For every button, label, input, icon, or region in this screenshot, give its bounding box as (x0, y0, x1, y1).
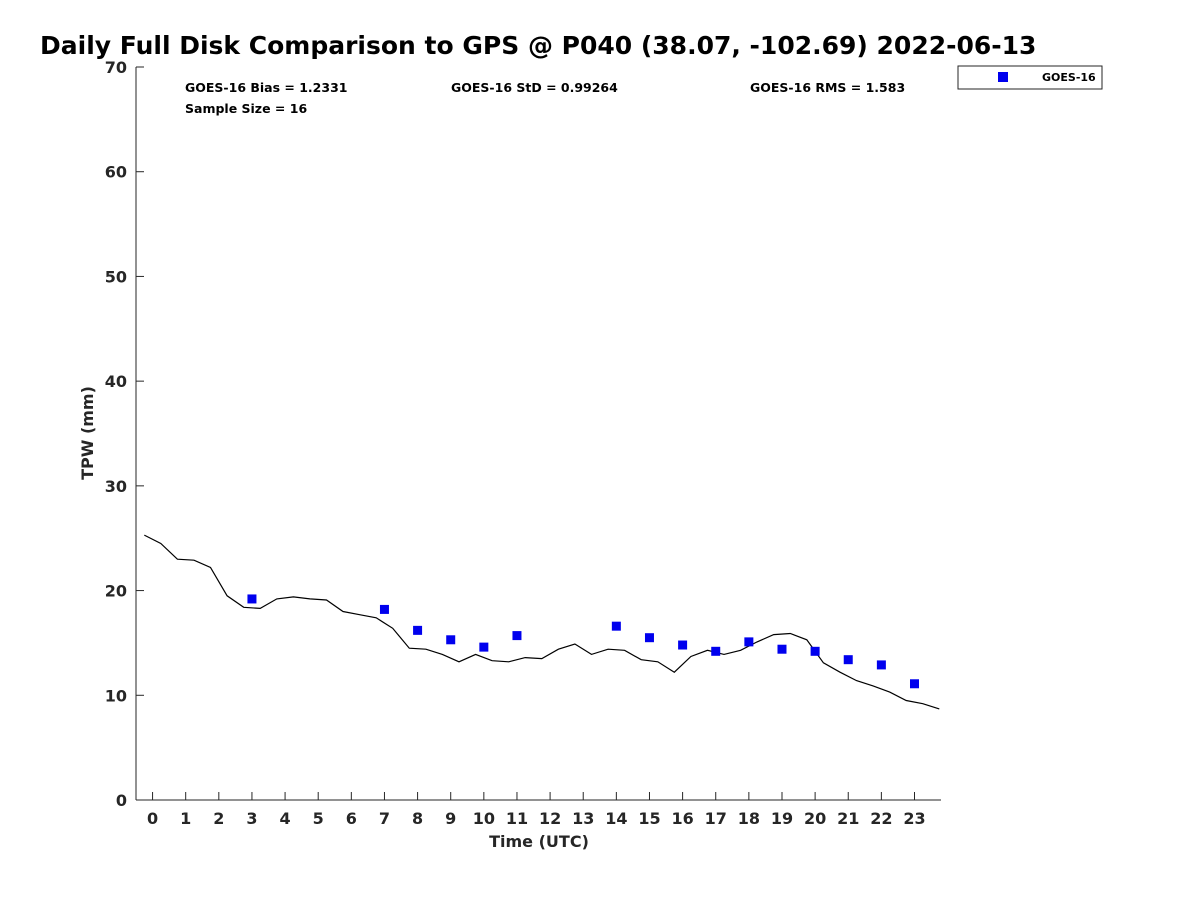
std-stat: GOES-16 StD = 0.99264 (451, 80, 618, 95)
x-tick-label: 14 (605, 809, 627, 828)
goes16-point (479, 642, 489, 652)
x-tick-label: 13 (572, 809, 594, 828)
x-tick-label: 11 (506, 809, 528, 828)
gps-series (144, 534, 940, 710)
x-tick-label: 15 (638, 809, 660, 828)
x-tick-label: 7 (379, 809, 390, 828)
goes16-point (512, 631, 522, 641)
goes16-point (446, 635, 456, 645)
goes16-point (909, 679, 919, 689)
x-tick-label: 1 (180, 809, 191, 828)
legend: GOES-16 (957, 65, 1103, 90)
x-axis-ticks: 0 1 2 3 4 5 6 7 8 9 10 11 12 13 14 15 16 17 18 19 20 21 22 23 (147, 792, 926, 828)
y-tick-label: 10 (105, 686, 127, 705)
x-tick-label: 16 (671, 809, 693, 828)
x-tick-label: 20 (804, 809, 826, 828)
chart-title: Daily Full Disk Comparison to GPS @ P040… (40, 31, 1036, 60)
x-tick-label: 21 (837, 809, 859, 828)
x-tick-label: 4 (280, 809, 291, 828)
gps-tpw-line (144, 534, 940, 710)
y-tick-label: 0 (116, 791, 127, 810)
x-tick-label: 3 (246, 809, 257, 828)
legend-box (957, 65, 1103, 90)
x-tick-label: 10 (473, 809, 495, 828)
x-axis-label: Time (UTC) (489, 832, 589, 851)
goes16-point (777, 644, 787, 654)
y-tick-label: 30 (105, 477, 127, 496)
bias-stat: GOES-16 Bias = 1.2331 (185, 80, 347, 95)
axes (135, 67, 941, 801)
x-tick-label: 8 (412, 809, 423, 828)
goes16-point (413, 625, 423, 635)
goes16-point (744, 637, 754, 647)
y-tick-label: 70 (105, 58, 127, 77)
goes16-point (843, 655, 853, 665)
y-tick-label: 20 (105, 582, 127, 601)
goes16-point (379, 604, 389, 614)
goes16-point (247, 594, 257, 604)
x-tick-label: 19 (771, 809, 793, 828)
x-tick-label: 5 (313, 809, 324, 828)
x-tick-label: 17 (705, 809, 727, 828)
y-tick-label: 40 (105, 372, 127, 391)
goes16-point (678, 640, 688, 650)
legend-marker (998, 72, 1008, 82)
y-axis-ticks: 0 10 20 30 40 50 60 70 (105, 58, 144, 810)
x-tick-label: 2 (213, 809, 224, 828)
goes16-point (876, 660, 886, 670)
goes16-series (247, 594, 919, 689)
sample-size-stat: Sample Size = 16 (185, 101, 307, 116)
y-tick-label: 60 (105, 163, 127, 182)
y-tick-label: 50 (105, 267, 127, 286)
x-tick-label: 23 (903, 809, 925, 828)
x-tick-label: 6 (346, 809, 357, 828)
goes16-point (810, 646, 820, 656)
rms-stat: GOES-16 RMS = 1.583 (750, 80, 905, 95)
x-tick-label: 12 (539, 809, 561, 828)
goes16-point (711, 646, 721, 656)
legend-label: GOES-16 (1042, 71, 1096, 84)
x-tick-label: 18 (738, 809, 760, 828)
goes16-point (611, 621, 621, 631)
x-tick-label: 22 (870, 809, 892, 828)
goes16-point (644, 633, 654, 643)
x-tick-label: 9 (445, 809, 456, 828)
x-tick-label: 0 (147, 809, 158, 828)
y-axis-label: TPW (mm) (78, 386, 97, 480)
